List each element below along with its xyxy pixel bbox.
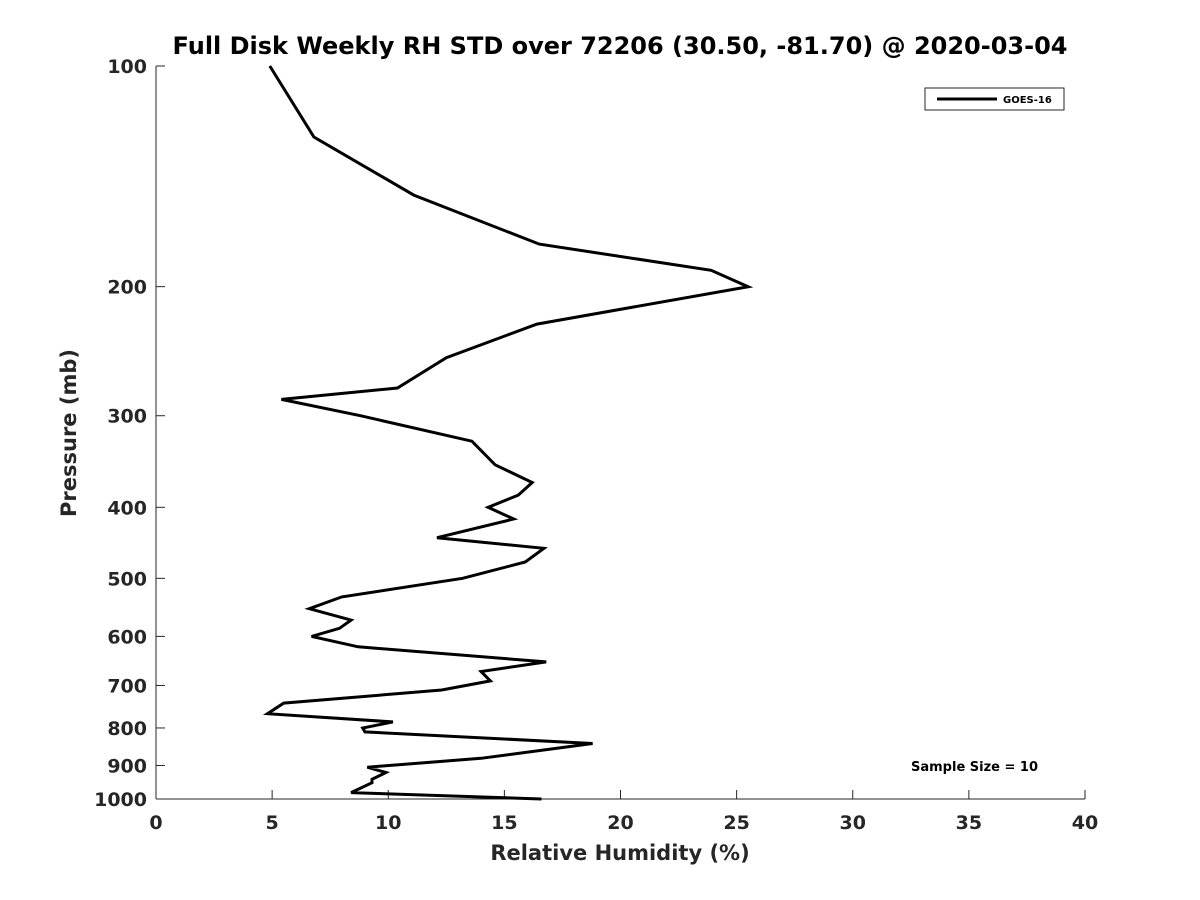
y-axis-label: Pressure (mb)	[57, 349, 81, 517]
y-tick-label: 200	[107, 277, 147, 299]
y-tick-label: 700	[107, 675, 147, 697]
x-axis-label: Relative Humidity (%)	[490, 841, 749, 865]
y-tick-label: 100	[107, 56, 147, 78]
y-tick-label: 1000	[94, 789, 147, 811]
y-tick-label: 800	[107, 718, 147, 740]
y-tick-label: 400	[107, 497, 147, 519]
y-tick-label: 600	[107, 626, 147, 648]
x-tick-label: 30	[840, 812, 866, 834]
y-axis-ticks: 100 200 300 400 500 600 700 800 900 1000	[94, 56, 165, 811]
x-tick-label: 5	[266, 812, 279, 834]
x-tick-label: 25	[723, 812, 749, 834]
x-tick-label: 40	[1072, 812, 1098, 834]
series-group	[262, 65, 754, 801]
x-tick-label: 35	[956, 812, 982, 834]
x-axis-ticks: 0 5 10 15 20 25 30 35 40	[149, 790, 1098, 834]
x-tick-label: 0	[149, 812, 162, 834]
sample-size-annotation: Sample Size = 10	[911, 760, 1038, 775]
plot-area	[156, 66, 1085, 799]
series-line-goes-16	[262, 65, 754, 801]
y-tick-label: 900	[107, 755, 147, 777]
x-tick-label: 10	[375, 812, 401, 834]
y-tick-label: 500	[107, 568, 147, 590]
x-tick-label: 15	[491, 812, 517, 834]
chart-title: Full Disk Weekly RH STD over 72206 (30.5…	[173, 32, 1068, 60]
y-tick-label: 300	[107, 406, 147, 428]
legend: GOES-16	[924, 87, 1065, 111]
x-tick-label: 20	[607, 812, 633, 834]
legend-label-goes-16: GOES-16	[1003, 95, 1052, 106]
